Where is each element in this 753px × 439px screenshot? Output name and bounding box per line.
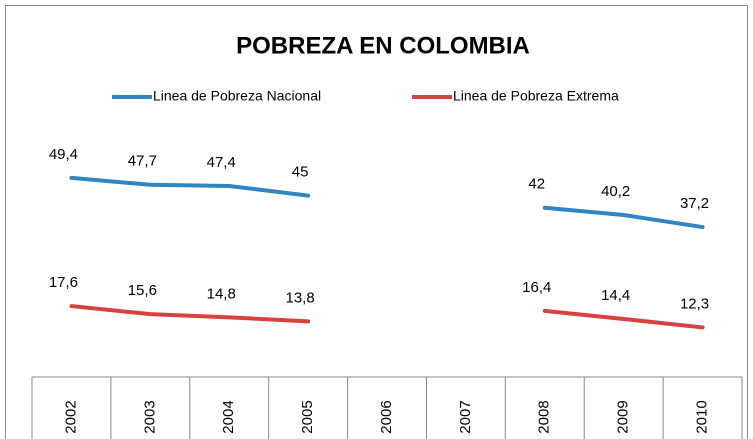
chart-border — [5, 5, 748, 439]
data-label: 37,2 — [680, 195, 709, 212]
x-tick-label: 2006 — [378, 400, 395, 433]
x-tick-label: 2004 — [220, 400, 237, 433]
x-tick-label: 2010 — [694, 400, 711, 433]
data-label: 14,8 — [207, 285, 236, 302]
series-line — [69, 304, 705, 330]
chart-title: POBREZA EN COLOMBIA — [236, 32, 530, 59]
data-label: 49,4 — [49, 146, 78, 163]
data-label: 42 — [528, 176, 545, 193]
data-label: 12,3 — [680, 295, 709, 312]
data-label: 17,6 — [49, 274, 78, 291]
data-label: 40,2 — [601, 183, 630, 200]
legend-label: Linea de Pobreza Nacional — [153, 88, 321, 104]
x-tick-label: 2005 — [299, 400, 316, 433]
series-line — [69, 175, 705, 230]
x-tick-label: 2002 — [62, 400, 79, 433]
legend-label: Linea de Pobreza Extrema — [453, 88, 619, 104]
data-label: 16,4 — [522, 279, 551, 296]
x-tick-label: 2009 — [615, 400, 632, 433]
data-label: 47,7 — [128, 153, 157, 170]
data-label: 14,4 — [601, 287, 630, 304]
data-label: 45 — [292, 164, 309, 181]
x-tick-label: 2008 — [536, 400, 553, 433]
data-label: 47,4 — [207, 154, 236, 171]
data-label: 13,8 — [286, 289, 315, 306]
data-label: 15,6 — [128, 282, 157, 299]
x-tick-label: 2003 — [141, 400, 158, 433]
x-tick-label: 2007 — [457, 400, 474, 433]
